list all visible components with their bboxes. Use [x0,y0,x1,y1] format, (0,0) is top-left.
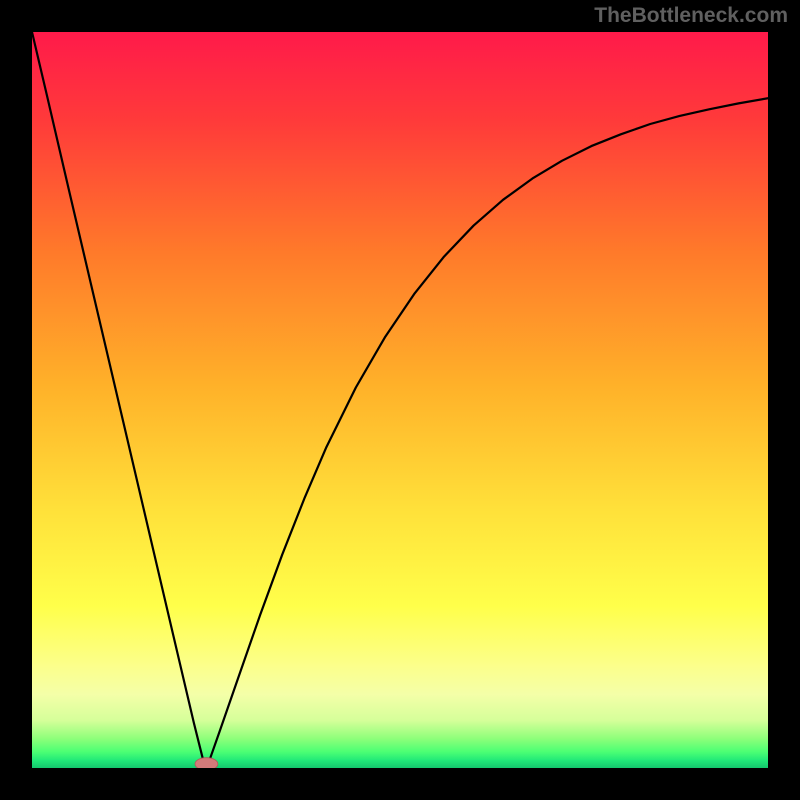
bottleneck-curve-chart [32,32,768,768]
chart-background [32,32,768,768]
watermark-text: TheBottleneck.com [594,4,788,28]
minimum-marker [195,758,218,768]
chart-container [32,32,768,768]
